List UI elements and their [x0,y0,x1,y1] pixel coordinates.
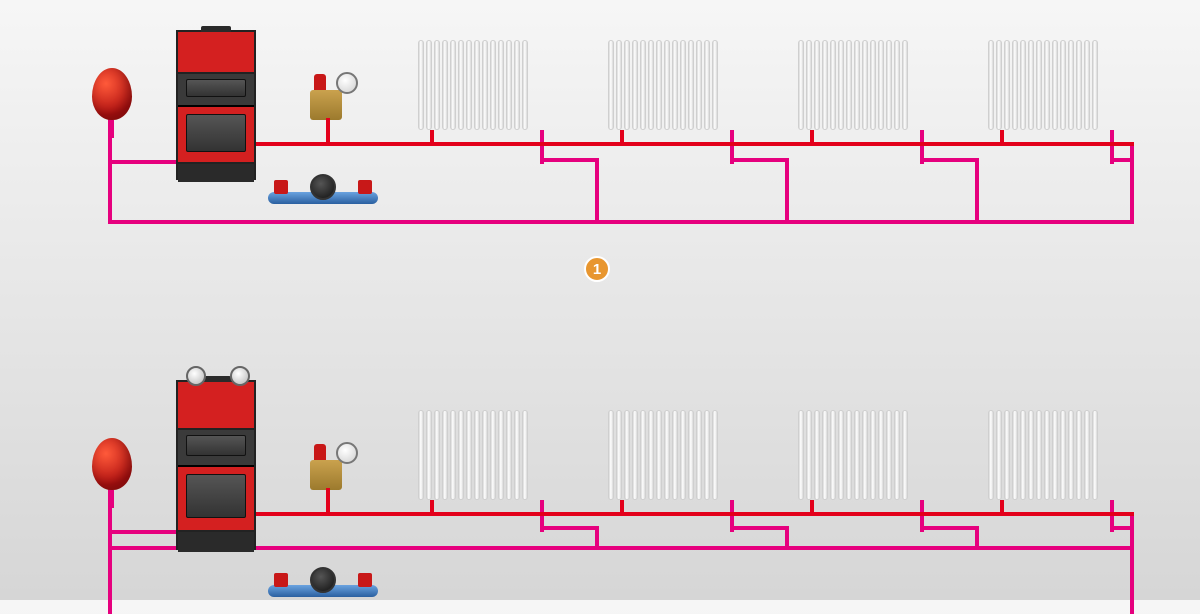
pipe [920,158,979,162]
pipe [108,546,1134,550]
pipe [326,488,330,512]
pipe [595,158,599,224]
radiator [608,40,738,130]
pipe [810,130,814,146]
radiator [988,40,1118,130]
pipe [108,220,1134,224]
gauge-icon [230,366,250,386]
pipe [810,500,814,516]
pipe [110,120,114,138]
pipe [108,160,184,164]
pipe [540,526,599,530]
pipe [1130,142,1134,224]
pipe [430,500,434,516]
heating-diagram: 1 [0,0,1200,600]
pipe [595,526,599,550]
gauge-icon [186,366,206,386]
pipe [620,130,624,146]
pipe [430,130,434,146]
radiator [608,410,738,500]
pipe [1110,158,1134,162]
boiler [176,30,256,180]
expansion-tank [92,68,132,120]
scheme-marker: 1 [584,256,610,282]
pipe [730,526,789,530]
pipe [730,158,789,162]
pipe [108,530,184,534]
radiator [988,410,1118,500]
pipe [620,500,624,516]
pipe [785,526,789,550]
radiator [418,410,548,500]
circulation-pump [268,182,378,212]
pipe [1000,130,1004,146]
pipe [1000,500,1004,516]
safety-group [300,68,360,124]
expansion-tank [92,438,132,490]
radiator [798,410,928,500]
pipe [540,158,599,162]
pipe [920,526,979,530]
pipe [975,158,979,224]
boiler [176,380,256,550]
pipe [975,526,979,550]
safety-group [300,438,360,494]
pipe [785,158,789,224]
circulation-pump [268,575,378,605]
radiator [798,40,928,130]
pipe [1110,526,1134,530]
pipe [326,118,330,142]
radiator [418,40,548,130]
pipe [110,490,114,508]
